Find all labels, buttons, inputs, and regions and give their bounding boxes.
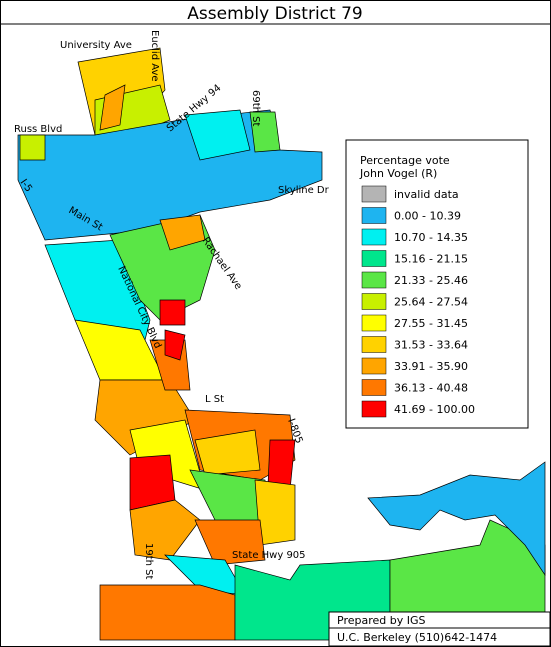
street-label: Euclid Ave: [149, 30, 160, 82]
legend-swatch: [361, 228, 387, 246]
legend-swatch: [361, 250, 387, 267]
legend-label: 21.33 - 25.46: [394, 274, 468, 287]
street-label: Skyline Dr: [278, 185, 330, 196]
credit-line: U.C. Berkeley (510)642-1474: [337, 631, 497, 644]
credits-box: [328, 611, 551, 647]
legend-label: 0.00 - 10.39: [394, 210, 461, 223]
legend-swatch: [361, 379, 387, 396]
legend-swatch: [361, 357, 387, 375]
legend: Percentage vote John Vogel (R) invalid d…: [345, 139, 529, 429]
legend-swatch: [361, 293, 387, 310]
credit-line: Prepared by IGS: [337, 614, 425, 627]
legend-swatch: [361, 185, 387, 203]
street-label: 19th St: [143, 543, 154, 580]
title: Assembly District 79: [187, 4, 362, 24]
legend-label: 25.64 - 27.54: [394, 296, 468, 309]
legend-label: 10.70 - 14.35: [394, 231, 468, 244]
legend-label: 33.91 - 35.90: [394, 360, 468, 373]
street-label: L St: [205, 394, 224, 405]
legend-swatch: [361, 207, 387, 224]
legend-label: invalid data: [394, 188, 459, 201]
street-label: Russ Blvd: [14, 124, 62, 135]
legend-swatch: [361, 336, 387, 353]
legend-title: John Vogel (R): [359, 167, 437, 180]
street-label: State Hwy 905: [232, 550, 306, 561]
legend-label: 15.16 - 21.15: [394, 253, 468, 266]
legend-label: 36.13 - 40.48: [394, 382, 468, 395]
street-label: 69th St: [250, 90, 261, 127]
legend-label: 41.69 - 100.00: [394, 403, 475, 416]
credits: Prepared by IGS U.C. Berkeley (510)642-1…: [328, 611, 551, 647]
legend-swatch: [361, 314, 387, 332]
street-label: University Ave: [60, 40, 132, 51]
legend-swatch: [361, 271, 387, 289]
legend-title: Percentage vote: [360, 154, 450, 167]
legend-label: 31.53 - 33.64: [394, 339, 468, 352]
legend-swatch: [361, 400, 387, 418]
legend-label: 27.55 - 31.45: [394, 317, 468, 330]
districts: [17, 47, 546, 641]
